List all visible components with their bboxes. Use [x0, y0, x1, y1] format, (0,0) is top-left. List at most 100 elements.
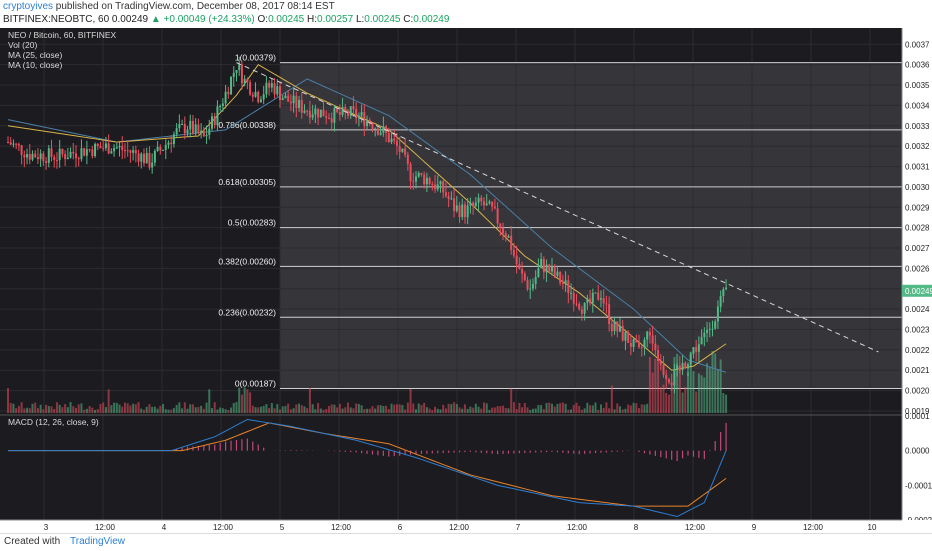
volume-bar: [512, 402, 515, 413]
candle-up: [181, 123, 184, 125]
volume-bar: [200, 405, 203, 413]
volume-bar: [423, 402, 426, 413]
volume-bars: [7, 350, 728, 413]
legend-macd[interactable]: MACD (12, 26, close, 9): [8, 417, 99, 427]
volume-bar: [276, 404, 279, 413]
candle-down: [273, 83, 276, 95]
volume-bar: [300, 405, 303, 413]
author-link[interactable]: cryptoyives: [3, 1, 54, 12]
price-axis-panel: [902, 28, 932, 533]
volume-bar: [287, 403, 290, 413]
candle-down: [651, 335, 654, 344]
candle-down: [472, 202, 475, 207]
price-tick-label: 0.0037: [905, 40, 930, 49]
volume-bar: [202, 408, 205, 413]
axes: 0.0019 0.0020 0.0021 0.0022 0.0023 0.0024 0.00…: [0, 28, 932, 533]
candle-down: [249, 82, 252, 95]
volume-bar: [567, 409, 570, 413]
candle-up: [401, 148, 404, 152]
candle-up: [564, 280, 567, 284]
volume-bar: [292, 408, 295, 413]
volume-bar: [534, 408, 537, 413]
volume-bar: [42, 409, 45, 413]
legend-ma25[interactable]: MA (25, close): [8, 50, 62, 60]
volume-bar: [145, 406, 148, 413]
candle-down: [561, 283, 564, 285]
published-text: published on TradingView.com, December 0…: [55, 1, 335, 12]
candle-down: [420, 172, 423, 175]
price-chart[interactable]: 1(0.00379)0.786(0.00338)0.618(0.00305)0.…: [0, 28, 932, 533]
volume-bar: [126, 403, 129, 413]
candle-down: [605, 303, 608, 305]
volume-bar: [219, 407, 222, 413]
candle-up: [167, 142, 170, 145]
volume-bar: [599, 404, 602, 413]
volume-bar: [722, 392, 725, 413]
volume-bar: [523, 403, 526, 413]
volume-bar: [684, 387, 687, 413]
volume-bar: [578, 405, 581, 413]
volume-bar: [499, 406, 502, 413]
candle-down: [246, 78, 249, 83]
volume-bar: [55, 402, 58, 413]
candle-up: [151, 162, 154, 168]
volume-bar: [474, 403, 477, 413]
volume-bar: [488, 409, 491, 413]
candle-up: [466, 205, 469, 218]
candle-down: [393, 138, 396, 141]
volume-bar: [401, 404, 404, 413]
fib-selection-layer: [280, 62, 902, 389]
candle-up: [281, 98, 284, 101]
volume-bar: [306, 408, 309, 413]
candle-down: [515, 255, 518, 265]
volume-bar: [298, 403, 301, 413]
volume-bar: [319, 408, 322, 413]
candle-down: [34, 153, 37, 158]
last-price-marker: [902, 284, 932, 297]
candle-down: [336, 108, 339, 112]
volume-bar: [665, 392, 668, 413]
volume-bar: [17, 406, 20, 413]
candle-down: [126, 150, 129, 152]
volume-bar: [246, 389, 249, 413]
volume-bar: [189, 404, 192, 413]
volume-bar: [341, 408, 344, 413]
candle-up: [360, 112, 363, 116]
candle-up: [529, 288, 532, 290]
fibonacci-retracement[interactable]: 1(0.00379) 0.786(0.00338) 0.618(0.00305) 0.…: [218, 53, 902, 390]
volume-bar: [390, 403, 393, 413]
candle-up: [455, 205, 458, 211]
volume-bar: [659, 387, 662, 413]
volume-bar: [662, 384, 665, 413]
legend-volume[interactable]: Vol (20): [8, 40, 37, 50]
candle-down: [102, 148, 105, 150]
chart-area[interactable]: 1(0.00379) 0.786(0.00338) 0.618(0.00305) 0.…: [0, 28, 932, 533]
volume-bar: [531, 408, 534, 413]
candle-down: [387, 132, 390, 143]
volume-bar: [387, 409, 390, 413]
candle-up: [716, 306, 719, 322]
candle-down: [170, 142, 173, 145]
candle-up: [583, 302, 586, 314]
tradingview-logo[interactable]: TradingView: [70, 536, 126, 547]
volume-bar: [561, 402, 564, 413]
volume-bar: [518, 402, 521, 413]
volume-bar: [700, 375, 703, 413]
candlesticks[interactable]: [7, 56, 728, 394]
legend-ma10[interactable]: MA (10, close): [8, 60, 62, 70]
candle-up: [292, 95, 295, 104]
volume-bar: [453, 402, 456, 413]
candle-up: [586, 298, 589, 303]
candle-down: [442, 181, 445, 193]
volume-bar: [491, 407, 494, 413]
candle-up: [374, 128, 377, 130]
candle-down: [308, 110, 311, 118]
volume-bar: [330, 404, 333, 413]
candle-down: [279, 86, 281, 101]
candle-down: [667, 379, 670, 383]
candle-down: [589, 298, 592, 304]
volume-bar: [504, 407, 507, 413]
volume-bar: [632, 402, 635, 413]
trend-line[interactable]: [236, 62, 879, 353]
volume-bar: [259, 406, 262, 413]
